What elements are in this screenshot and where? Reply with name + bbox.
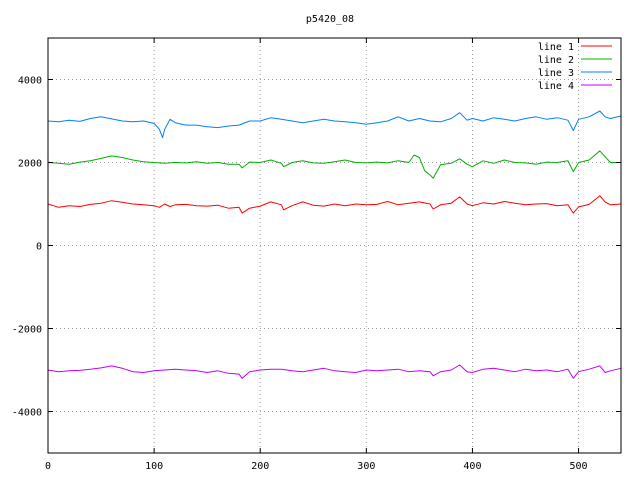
chart-title: p5420_08 [306,14,354,25]
series-line-2 [47,150,621,179]
x-tick-label: 300 [357,461,375,472]
x-tick-label: 500 [570,461,588,472]
legend-label-1: line 1 [538,42,574,53]
y-tick-label: 2000 [18,159,42,170]
x-tick-label: 0 [45,461,51,472]
y-tick-label: 4000 [18,76,42,87]
y-tick-label: -2000 [12,325,42,336]
x-tick-label: 400 [463,461,481,472]
x-tick-label: 100 [145,461,163,472]
legend: line 1 line 2 line 3 line 4 [538,42,612,92]
legend-label-2: line 2 [538,55,574,66]
y-tick-label: -4000 [12,408,42,419]
series-line-1 [47,195,622,214]
x-tick-label: 200 [251,461,269,472]
series-group [47,110,622,379]
legend-label-4: line 4 [538,81,574,92]
legend-label-3: line 3 [538,68,574,79]
series-line-4 [47,364,622,379]
series-line-3 [47,110,622,139]
axis-ticks: 0 100 200 300 400 500 -4000 -2000 0 2000 4000 [12,38,621,472]
y-tick-label: 0 [36,242,42,253]
